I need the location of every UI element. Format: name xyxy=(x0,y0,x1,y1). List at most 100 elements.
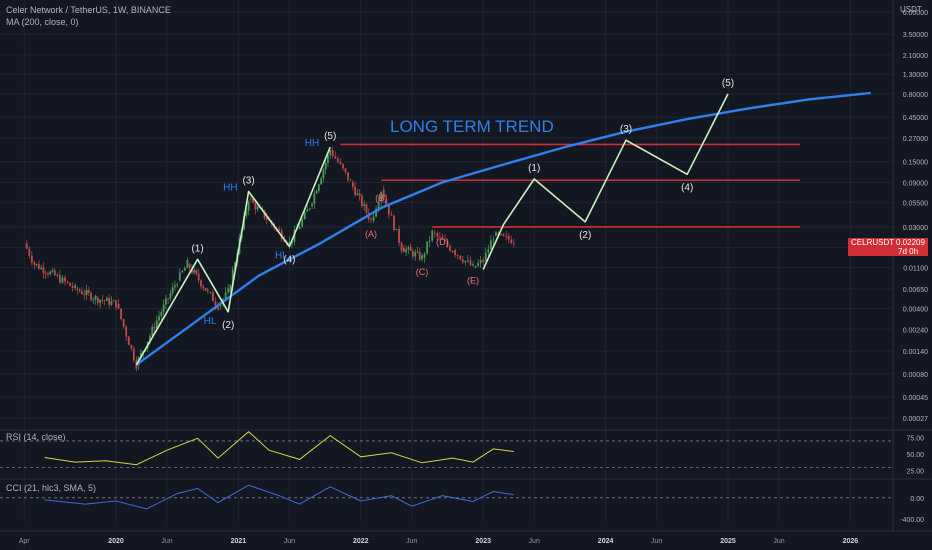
candle-body xyxy=(416,251,419,253)
cci-label[interactable]: CCI (21, hlc3, SMA, 5) xyxy=(6,483,97,493)
candle-body xyxy=(409,247,412,251)
candle-body xyxy=(112,300,115,302)
price-badge: CELRUSDT 0.02209 7d 0h xyxy=(848,238,928,256)
structure-label: HL xyxy=(204,316,217,327)
candle-body xyxy=(174,285,176,288)
candle-body xyxy=(487,249,490,253)
time-tick-label: 2024 xyxy=(598,538,614,545)
long-term-trend-label: LONG TERM TREND xyxy=(390,117,554,136)
candle-body xyxy=(407,247,410,250)
candle-body xyxy=(467,260,469,262)
candle-body xyxy=(393,215,395,231)
candle-body xyxy=(155,320,158,329)
long-term-trend-curve xyxy=(135,91,871,366)
cci-tick-label: -400.00 xyxy=(900,517,924,524)
candle-body xyxy=(38,264,40,269)
candle-body xyxy=(317,184,320,191)
candle-body xyxy=(94,295,97,300)
candle-body xyxy=(291,241,293,244)
time-axis[interactable]: Apr 2020 Jun 2021 Jun 2022 Jun 2023 Jun 2024 Jun 20… xyxy=(19,538,859,545)
candle-body xyxy=(426,241,428,254)
structure-label: HH xyxy=(305,138,319,149)
rsi-label[interactable]: RSI (14, close) xyxy=(6,432,66,442)
cci-pane: 0.00 -400.00 xyxy=(0,478,932,524)
candle-body xyxy=(153,326,156,329)
candle-body xyxy=(214,301,217,306)
candle-body xyxy=(96,297,99,303)
candle-body xyxy=(444,239,446,242)
candle-body xyxy=(327,154,329,163)
cci-tick-label: 0.00 xyxy=(910,496,924,503)
ma-curve-layer: LONG TERM TREND xyxy=(135,91,871,366)
wave-label: (2) xyxy=(222,320,234,331)
candle-body xyxy=(181,270,184,273)
candle-body xyxy=(66,281,69,283)
rsi-tick-label: 75.00 xyxy=(906,436,924,443)
price-tick-label: 0.27000 xyxy=(903,136,928,143)
annotation-labels: (1) (2) (3) (4) (5) (1) (2) (3) (4) (5) HH HL HL HH (A… xyxy=(191,78,734,331)
time-tick-label: 2020 xyxy=(108,538,124,545)
corrective-label: (D) xyxy=(436,237,449,247)
candle-body xyxy=(363,204,366,206)
candle-body xyxy=(47,273,49,275)
price-tick-label: 0.15000 xyxy=(903,160,928,167)
candle-body xyxy=(40,267,43,269)
wave-label: (3) xyxy=(242,175,254,186)
candle-body xyxy=(298,226,301,229)
candle-body xyxy=(380,191,383,202)
candle-body xyxy=(42,267,45,274)
candle-body xyxy=(278,228,281,231)
price-tick-label: 3.50000 xyxy=(903,32,928,39)
candle-body xyxy=(28,248,31,256)
candle-body xyxy=(482,260,485,263)
price-tick-label: 0.01100 xyxy=(903,266,928,273)
candle-body xyxy=(108,297,111,305)
candle-body xyxy=(87,290,90,293)
wave-label: (5) xyxy=(722,78,734,89)
price-axis[interactable]: 6.00000 3.50000 2.10000 1.30000 0.80000 0.450… xyxy=(903,10,928,423)
candle-body xyxy=(64,277,66,282)
candle-body xyxy=(344,168,347,173)
currency-label: USDT xyxy=(900,5,922,14)
candle-body xyxy=(441,237,444,240)
candle-body xyxy=(197,273,200,281)
candle-body xyxy=(188,264,191,269)
candle-body xyxy=(414,252,417,257)
candle-body xyxy=(69,282,71,287)
candle-body xyxy=(500,234,502,235)
candle-body xyxy=(224,292,227,299)
candle-body xyxy=(329,150,332,155)
elliott-wave-path xyxy=(135,146,331,366)
candle-body xyxy=(56,275,59,276)
price-tick-label: 0.05500 xyxy=(903,200,928,207)
corrective-label: (E) xyxy=(467,275,479,285)
candle-body xyxy=(428,240,431,242)
candle-body xyxy=(361,195,363,206)
candle-body xyxy=(83,294,86,295)
price-tick-label: 0.00650 xyxy=(903,287,928,294)
ma-indicator-label[interactable]: MA (200, close, 0) xyxy=(6,17,79,27)
candle-body xyxy=(315,190,318,194)
price-tick-label: 0.00400 xyxy=(903,307,928,314)
candle-body xyxy=(306,209,309,212)
time-tick-label: Apr xyxy=(19,538,31,545)
candle-body xyxy=(469,260,472,266)
candle-body xyxy=(433,232,436,234)
candle-body xyxy=(301,219,304,227)
candle-body xyxy=(160,312,163,317)
candle-body xyxy=(334,156,337,159)
time-tick-label: Jun xyxy=(529,538,540,545)
candle-body xyxy=(505,235,508,237)
candle-body xyxy=(151,326,154,336)
wave-label: (2) xyxy=(579,230,591,241)
candle-body xyxy=(400,242,403,251)
candle-body xyxy=(347,172,349,181)
candle-body xyxy=(99,299,102,303)
candle-body xyxy=(495,232,497,236)
candle-body xyxy=(320,178,323,185)
time-tick-label: 2022 xyxy=(353,538,369,545)
candle-body xyxy=(484,252,487,261)
candle-body xyxy=(92,299,95,301)
candle-body xyxy=(356,193,359,195)
